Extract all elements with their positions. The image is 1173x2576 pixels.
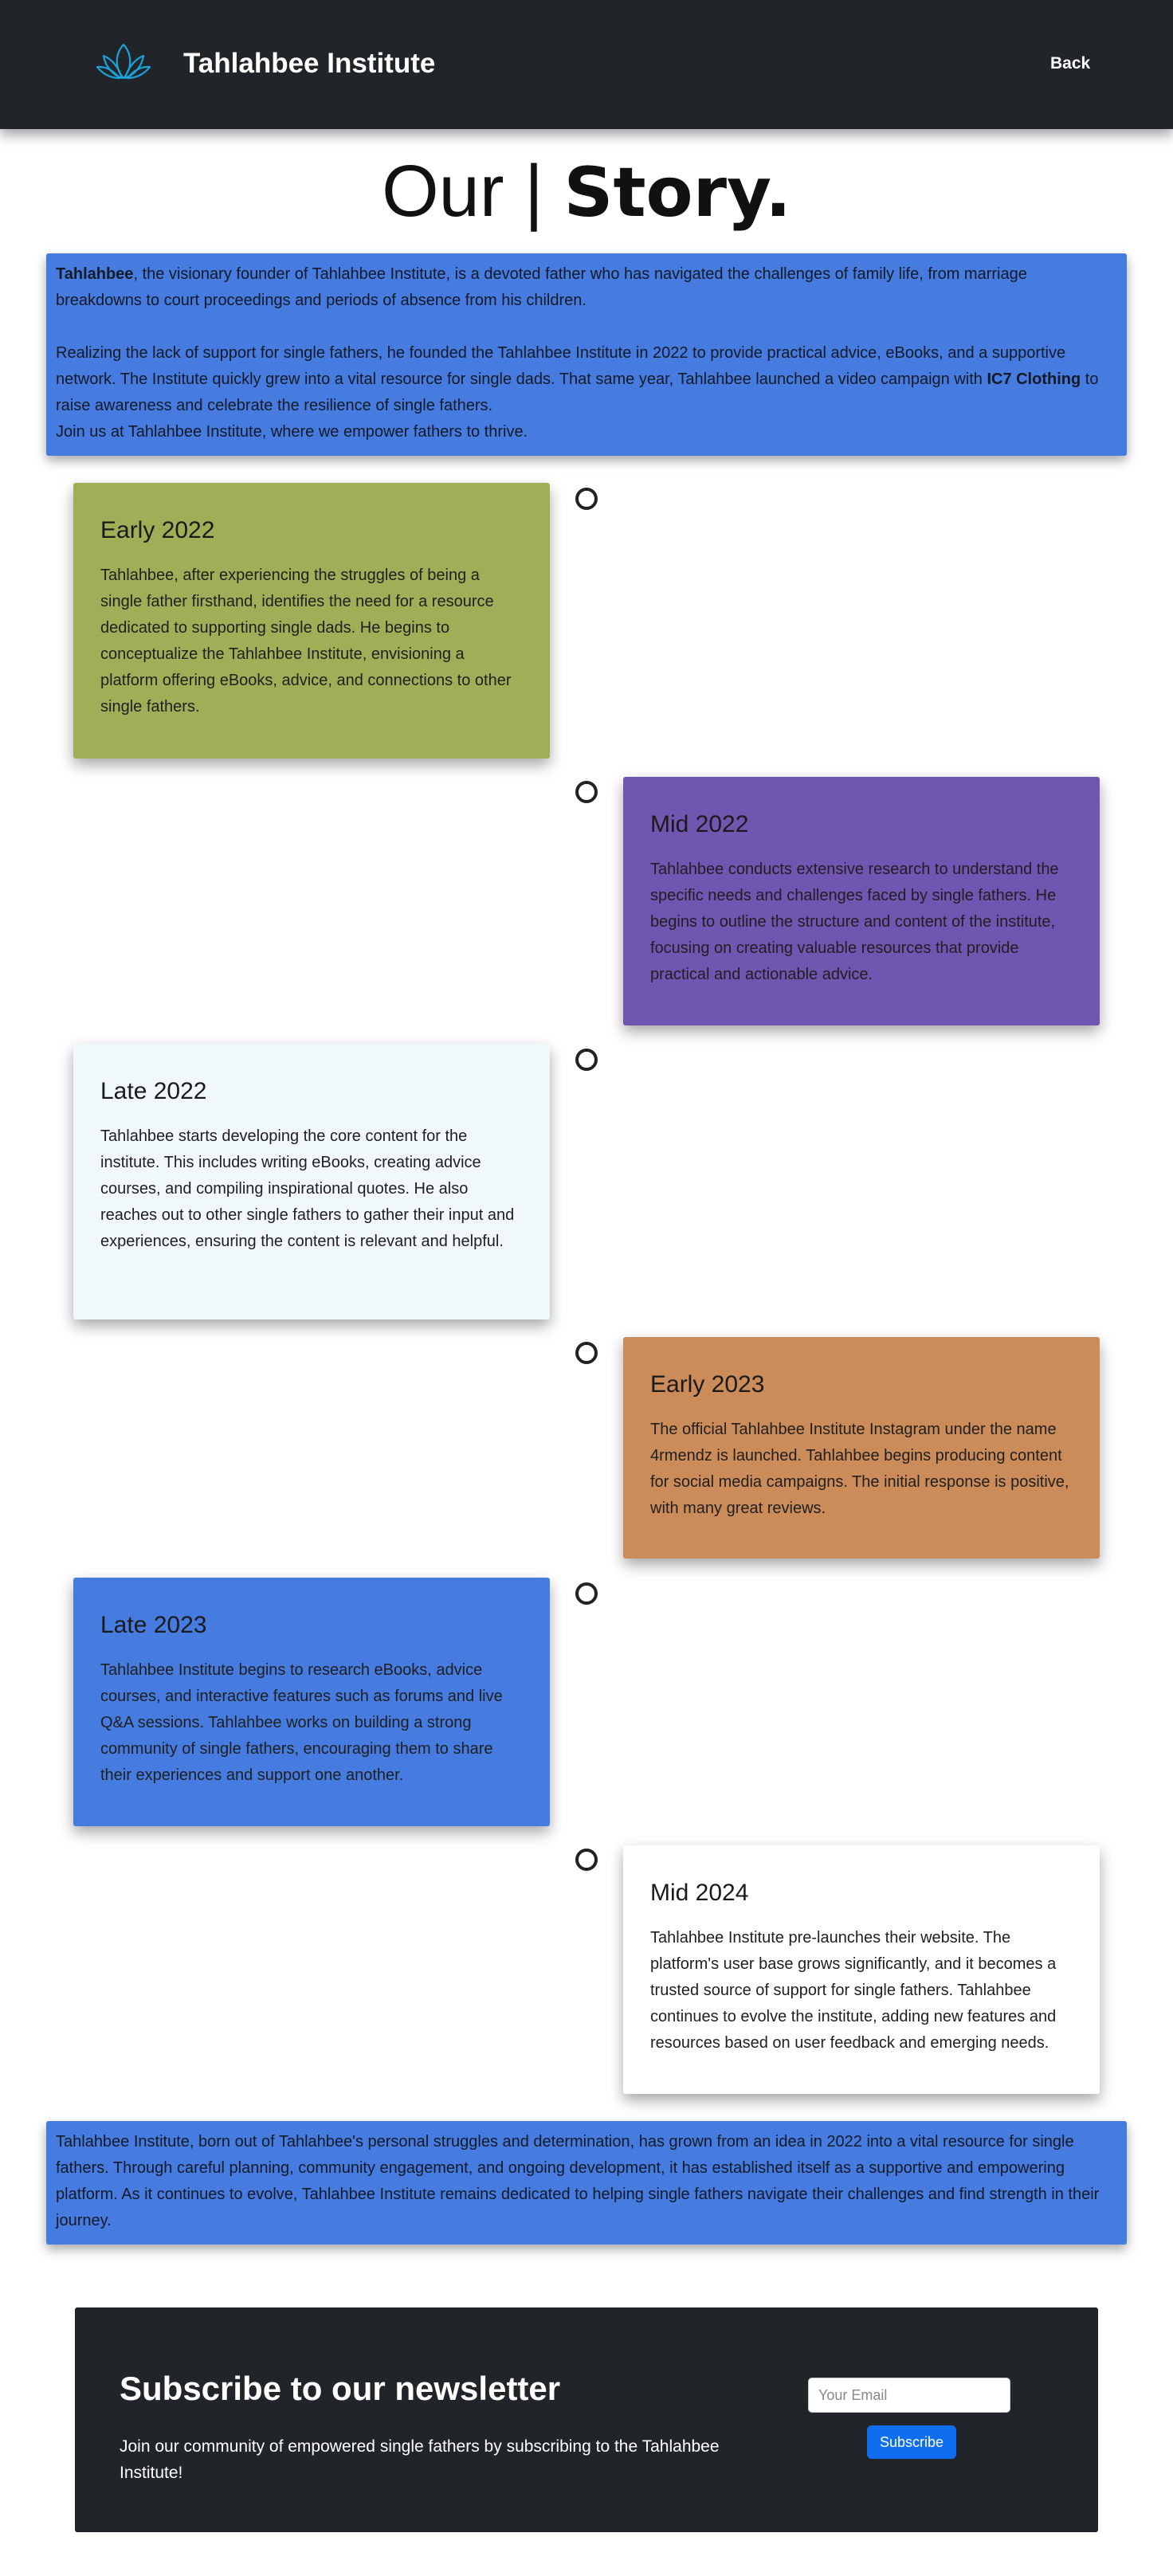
title-light: Our | <box>382 151 564 232</box>
founder-name: Tahlahbee <box>56 265 134 283</box>
email-input[interactable] <box>808 2378 1010 2413</box>
intro-p2-end: to raise awareness and celebrate the res… <box>56 371 1099 414</box>
newsletter-section: Subscribe to our newsletter Join our com… <box>75 2307 1098 2532</box>
intro-p2-text: Realizing the lack of support for single… <box>56 344 1066 388</box>
intro-paragraph-2: Realizing the lack of support for single… <box>56 340 1117 419</box>
timeline-period: Mid 2024 <box>650 1880 749 1906</box>
timeline-dot <box>575 781 598 803</box>
timeline-card-early-2023: Early 2023 The official Tahlahbee Instit… <box>623 1337 1100 1559</box>
timeline-period: Mid 2022 <box>650 811 749 837</box>
lotus-icon[interactable] <box>96 41 151 81</box>
timeline-dot <box>575 1849 598 1871</box>
timeline-period: Early 2023 <box>650 1371 765 1398</box>
subscribe-button[interactable]: Subscribe <box>867 2425 956 2459</box>
timeline-text: Tahlahbee Institute begins to research e… <box>100 1661 503 1784</box>
timeline-card-late-2022: Late 2022 Tahlahbee starts developing th… <box>73 1044 550 1319</box>
timeline-dot <box>575 1582 598 1605</box>
closing-box: Tahlahbee Institute, born out of Tahlahb… <box>46 2121 1127 2245</box>
newsletter-title: Subscribe to our newsletter <box>120 2370 561 2407</box>
intro-p1-text: , the visionary founder of Tahlahbee Ins… <box>56 265 1027 309</box>
page-title: Our | Story. <box>0 150 1173 235</box>
site-header: Tahlahbee Institute Back <box>0 0 1173 129</box>
timeline-dot <box>575 1049 598 1071</box>
timeline-dot <box>575 488 598 510</box>
newsletter-text: Join our community of empowered single f… <box>120 2437 720 2482</box>
timeline-card-early-2022: Early 2022 Tahlahbee, after experiencing… <box>73 483 550 759</box>
title-bold: Story. <box>563 153 791 233</box>
timeline-text: The official Tahlahbee Institute Instagr… <box>650 1421 1069 1517</box>
brand-highlight: IC7 Clothing <box>987 371 1081 388</box>
timeline-text: Tahlahbee, after experiencing the strugg… <box>100 567 512 716</box>
timeline-card-mid-2024: Mid 2024 Tahlahbee Institute pre-launche… <box>623 1845 1100 2094</box>
intro-box: Tahlahbee, the visionary founder of Tahl… <box>46 253 1127 456</box>
back-button[interactable]: Back <box>1050 54 1091 73</box>
brand-name[interactable]: Tahlahbee Institute <box>183 48 436 79</box>
timeline-text: Tahlahbee conducts extensive research to… <box>650 861 1059 983</box>
timeline-period: Late 2022 <box>100 1078 207 1104</box>
intro-paragraph-1: Tahlahbee, the visionary founder of Tahl… <box>56 261 1117 314</box>
intro-paragraph-3: Join us at Tahlahbee Institute, where we… <box>56 423 528 441</box>
timeline-text: Tahlahbee starts developing the core con… <box>100 1127 515 1250</box>
timeline-period: Early 2022 <box>100 517 215 543</box>
timeline-card-mid-2022: Mid 2022 Tahlahbee conducts extensive re… <box>623 777 1100 1025</box>
timeline-dot <box>575 1342 598 1364</box>
timeline-card-late-2023: Late 2023 Tahlahbee Institute begins to … <box>73 1578 550 1826</box>
timeline-text: Tahlahbee Institute pre-launches their w… <box>650 1929 1057 2052</box>
timeline-period: Late 2023 <box>100 1612 207 1638</box>
